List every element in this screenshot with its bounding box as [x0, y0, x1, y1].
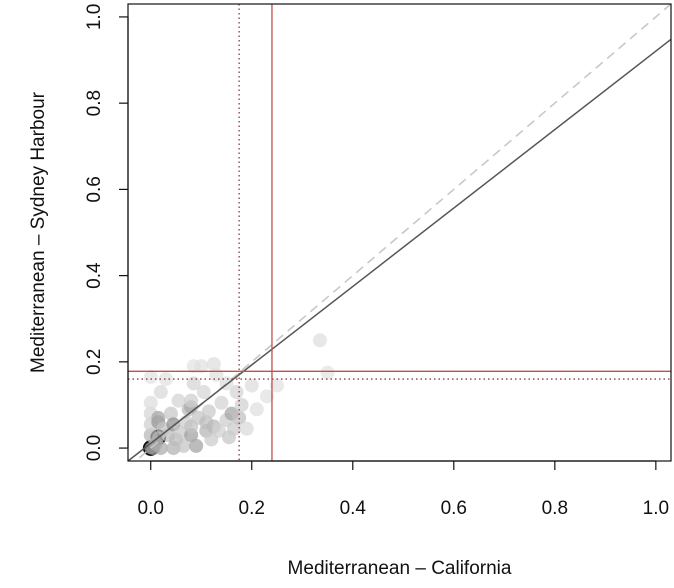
data-point-55	[259, 389, 274, 404]
data-point-8	[143, 395, 158, 410]
x-tick-label-3: 0.6	[441, 498, 467, 519]
y-tick-label-1: 0.2	[84, 349, 105, 375]
data-point-53	[244, 378, 259, 393]
data-point-40	[206, 356, 221, 371]
data-point-5	[143, 428, 158, 443]
data-point-57	[312, 333, 327, 348]
x-axis: 0.0 0.2 0.4 0.6 0.8 1.0	[138, 460, 669, 519]
data-point-14	[158, 372, 173, 387]
fit-line	[128, 38, 671, 461]
y-tick-label-3: 0.6	[84, 176, 105, 202]
data-point-37	[201, 404, 216, 419]
data-point-9	[143, 369, 158, 384]
data-point-11	[151, 410, 166, 425]
y-tick-label-5: 1.0	[84, 4, 105, 30]
data-point-34	[196, 385, 211, 400]
data-point-49	[229, 385, 244, 400]
y-tick-label-4: 0.8	[84, 90, 105, 116]
data-point-56	[270, 378, 285, 393]
data-point-31	[189, 438, 204, 453]
x-tick-label-4: 0.8	[542, 498, 568, 519]
data-point-28	[184, 393, 199, 408]
data-point-33	[194, 359, 209, 374]
data-point-22	[176, 438, 191, 453]
data-point-20	[171, 393, 186, 408]
data-point-4	[153, 441, 168, 456]
data-point-12	[153, 385, 168, 400]
y-axis-title: Mediterranean – Sydney Harbour	[28, 91, 49, 373]
data-point-54	[249, 402, 264, 417]
data-point-50	[232, 410, 247, 425]
y-tick-label-2: 0.4	[84, 262, 105, 289]
x-tick-label-5: 1.0	[643, 498, 669, 519]
x-tick-label-2: 0.4	[340, 498, 367, 519]
data-point-43	[214, 395, 229, 410]
data-point-48	[227, 421, 242, 436]
y-tick-label-0: 0.0	[84, 435, 105, 461]
data-point-29	[186, 376, 201, 391]
x-axis-title: Mediterranean – California	[288, 558, 512, 579]
x-tick-label-1: 0.2	[239, 498, 265, 519]
y-axis: 0.0 0.2 0.4 0.6 0.8 1.0	[84, 4, 129, 461]
data-point-42	[211, 423, 226, 438]
data-point-51	[234, 397, 249, 412]
data-point-52	[239, 421, 254, 436]
x-tick-label-0: 0.0	[138, 498, 164, 519]
data-point-16	[163, 406, 178, 421]
plot-content	[128, 4, 671, 461]
data-point-58	[320, 365, 335, 380]
